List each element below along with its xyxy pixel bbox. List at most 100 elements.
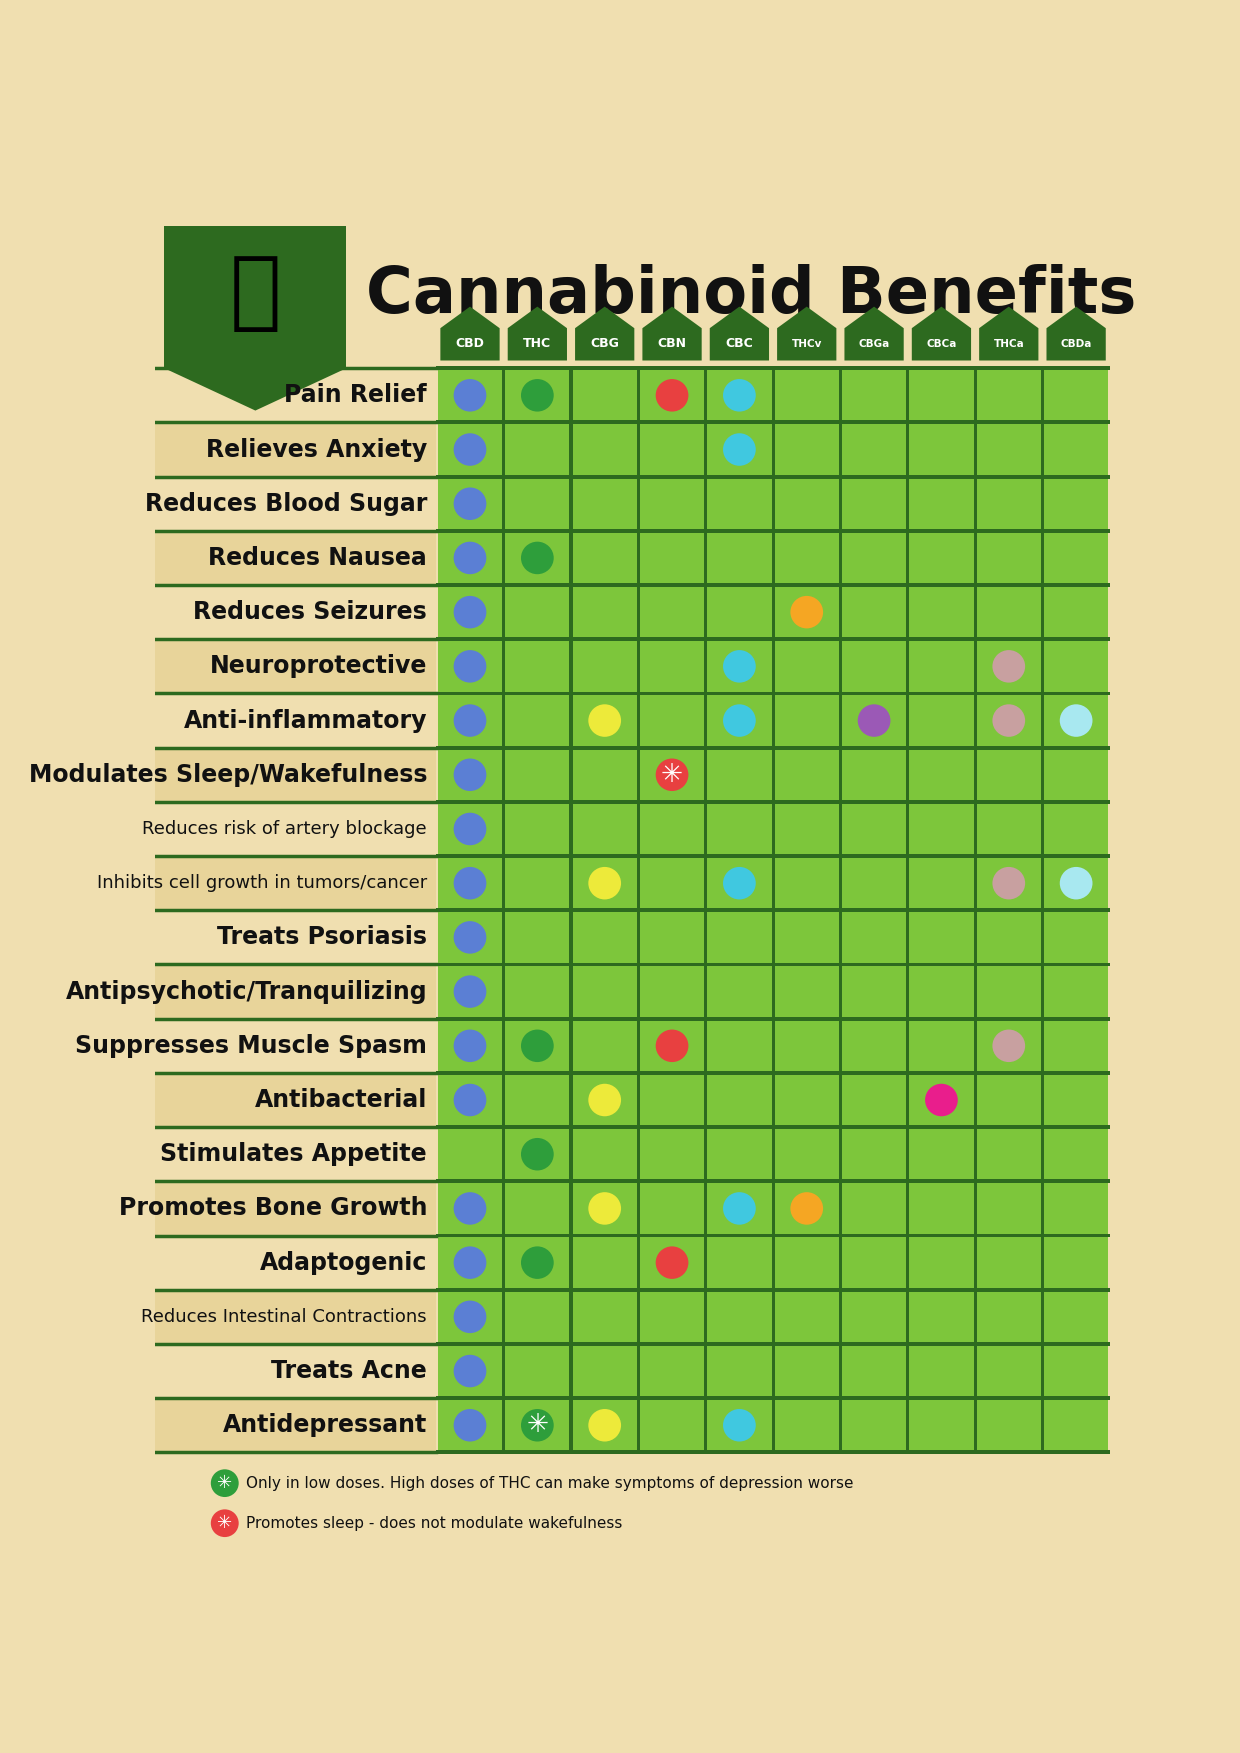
Circle shape — [454, 975, 486, 1008]
Circle shape — [992, 650, 1025, 682]
FancyBboxPatch shape — [436, 475, 1110, 479]
FancyBboxPatch shape — [704, 368, 707, 1453]
FancyBboxPatch shape — [436, 691, 1110, 696]
FancyBboxPatch shape — [839, 368, 842, 1453]
Circle shape — [1060, 868, 1092, 899]
FancyBboxPatch shape — [436, 745, 1110, 750]
FancyBboxPatch shape — [436, 1071, 1110, 1075]
FancyBboxPatch shape — [155, 1290, 436, 1345]
FancyBboxPatch shape — [436, 366, 1110, 370]
FancyBboxPatch shape — [842, 368, 906, 1453]
FancyBboxPatch shape — [155, 422, 436, 477]
FancyBboxPatch shape — [155, 1399, 436, 1453]
Circle shape — [454, 759, 486, 791]
Text: CBCa: CBCa — [926, 338, 956, 349]
FancyBboxPatch shape — [155, 964, 436, 1018]
Circle shape — [723, 1409, 755, 1441]
FancyBboxPatch shape — [906, 368, 909, 1453]
Circle shape — [588, 868, 621, 899]
FancyBboxPatch shape — [637, 368, 640, 1453]
FancyBboxPatch shape — [436, 1395, 1110, 1401]
FancyBboxPatch shape — [155, 1345, 436, 1399]
Text: Modulates Sleep/Wakefulness: Modulates Sleep/Wakefulness — [29, 763, 427, 787]
FancyBboxPatch shape — [436, 1288, 1110, 1292]
Circle shape — [656, 1029, 688, 1062]
Polygon shape — [575, 307, 635, 361]
Circle shape — [588, 1409, 621, 1441]
FancyBboxPatch shape — [436, 962, 1110, 966]
Text: Neuroprotective: Neuroprotective — [210, 654, 427, 678]
Circle shape — [723, 705, 755, 736]
FancyBboxPatch shape — [155, 1018, 436, 1073]
Text: Antibacterial: Antibacterial — [254, 1089, 427, 1111]
Circle shape — [454, 1355, 486, 1387]
FancyBboxPatch shape — [155, 749, 436, 801]
Circle shape — [521, 1029, 554, 1062]
Circle shape — [588, 705, 621, 736]
Text: Promotes Bone Growth: Promotes Bone Growth — [119, 1197, 427, 1220]
Circle shape — [588, 1083, 621, 1117]
FancyBboxPatch shape — [155, 801, 436, 855]
FancyBboxPatch shape — [640, 368, 704, 1453]
FancyBboxPatch shape — [155, 586, 436, 640]
Text: Treats Psoriasis: Treats Psoriasis — [217, 926, 427, 950]
Polygon shape — [911, 307, 971, 361]
Polygon shape — [642, 307, 702, 361]
Circle shape — [454, 868, 486, 899]
Text: CBC: CBC — [725, 337, 753, 351]
FancyBboxPatch shape — [155, 640, 436, 694]
FancyBboxPatch shape — [155, 694, 436, 749]
Polygon shape — [709, 307, 769, 361]
Polygon shape — [844, 307, 904, 361]
FancyBboxPatch shape — [436, 529, 1110, 533]
FancyBboxPatch shape — [436, 1234, 1110, 1238]
FancyBboxPatch shape — [1040, 368, 1044, 1453]
FancyBboxPatch shape — [569, 368, 573, 1453]
Circle shape — [454, 1246, 486, 1280]
Circle shape — [992, 1029, 1025, 1062]
Text: THCa: THCa — [993, 338, 1024, 349]
Text: Reduces Seizures: Reduces Seizures — [193, 600, 427, 624]
FancyBboxPatch shape — [707, 368, 771, 1453]
FancyBboxPatch shape — [505, 368, 569, 1453]
FancyBboxPatch shape — [771, 368, 775, 1453]
Polygon shape — [1047, 307, 1106, 361]
Text: CBD: CBD — [455, 337, 485, 351]
FancyBboxPatch shape — [775, 368, 838, 1453]
FancyBboxPatch shape — [155, 1127, 436, 1182]
Text: Treats Acne: Treats Acne — [272, 1359, 427, 1383]
Circle shape — [454, 379, 486, 412]
Text: Only in low doses. High doses of THC can make symptoms of depression worse: Only in low doses. High doses of THC can… — [247, 1476, 854, 1490]
Text: Promotes sleep - does not modulate wakefulness: Promotes sleep - does not modulate wakef… — [247, 1516, 622, 1530]
FancyBboxPatch shape — [155, 368, 436, 422]
Text: CBG: CBG — [590, 337, 619, 351]
FancyBboxPatch shape — [436, 1125, 1110, 1129]
Circle shape — [454, 650, 486, 682]
Circle shape — [992, 705, 1025, 736]
Text: Adaptogenic: Adaptogenic — [259, 1250, 427, 1274]
FancyBboxPatch shape — [977, 368, 1040, 1453]
Polygon shape — [507, 307, 567, 361]
FancyBboxPatch shape — [155, 910, 436, 964]
Circle shape — [656, 379, 688, 412]
Circle shape — [723, 650, 755, 682]
FancyBboxPatch shape — [1044, 368, 1109, 1453]
Text: CBDa: CBDa — [1060, 338, 1091, 349]
FancyBboxPatch shape — [436, 584, 1110, 587]
Circle shape — [656, 1246, 688, 1280]
FancyBboxPatch shape — [436, 854, 1110, 857]
Circle shape — [454, 1301, 486, 1332]
Text: ✳: ✳ — [217, 1474, 232, 1492]
Circle shape — [723, 379, 755, 412]
Circle shape — [211, 1469, 238, 1497]
Circle shape — [723, 1192, 755, 1225]
FancyBboxPatch shape — [155, 1236, 436, 1290]
Text: THCv: THCv — [791, 338, 822, 349]
Circle shape — [454, 1192, 486, 1225]
FancyBboxPatch shape — [164, 226, 346, 368]
Text: Anti-inflammatory: Anti-inflammatory — [184, 708, 427, 733]
Circle shape — [1060, 705, 1092, 736]
FancyBboxPatch shape — [155, 1182, 436, 1236]
FancyBboxPatch shape — [155, 531, 436, 586]
Text: Antidepressant: Antidepressant — [223, 1413, 427, 1437]
